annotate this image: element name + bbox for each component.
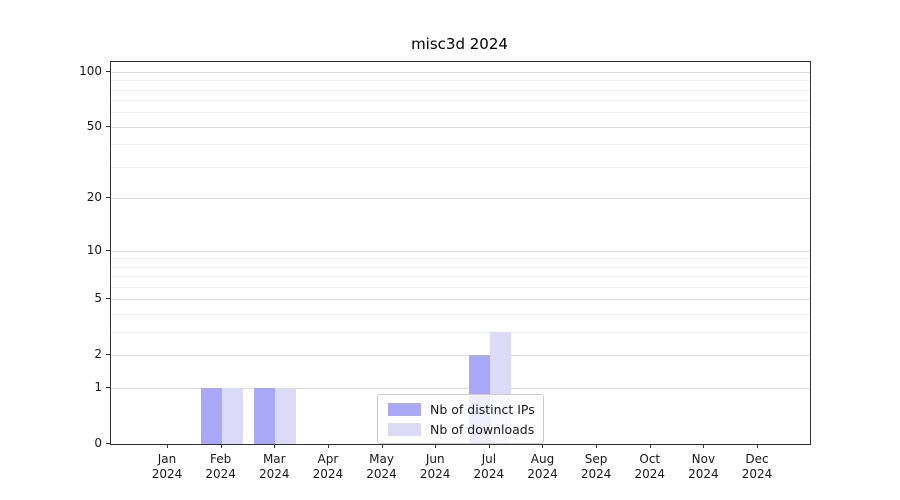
gridline-minor [111, 144, 810, 146]
gridline-minor [111, 112, 810, 114]
y-axis-tick-mark [106, 125, 110, 127]
x-axis-tick-mark [596, 444, 598, 448]
x-axis-tick-mark [167, 444, 168, 448]
legend-label-downloads: Nb of downloads [430, 421, 535, 437]
gridline-major [111, 198, 810, 200]
legend-item-downloads: Nb of downloads [378, 419, 543, 439]
legend-swatch-downloads [388, 422, 421, 436]
x-axis-tick-label-year: 2024 [312, 467, 344, 481]
x-axis-tick-label-month: Jun [425, 452, 445, 466]
x-axis-tick-label-year: 2024 [634, 467, 666, 481]
x-axis-tick-label: Jan 2024 [127, 452, 207, 482]
x-axis-tick-label-year: 2024 [688, 467, 719, 481]
x-axis-tick-label-year: 2024 [205, 467, 236, 481]
x-axis-tick-mark [703, 444, 705, 448]
x-axis-tick-label-month: Apr [317, 452, 339, 466]
x-axis-tick-label: Feb 2024 [181, 452, 261, 482]
x-axis-tick-label: Dec 2024 [717, 452, 797, 482]
x-axis-tick-label-month: Oct [639, 452, 661, 466]
x-axis-tick-mark [220, 444, 222, 448]
gridline-major [111, 355, 810, 357]
x-axis-tick-label: Nov 2024 [663, 452, 743, 482]
gridline-minor [111, 100, 810, 102]
y-axis-tick-label: 50 [86, 118, 102, 133]
x-axis-tick-label: Mar 2024 [234, 452, 314, 482]
x-axis-tick-label-year: 2024 [151, 467, 183, 481]
y-axis-tick-mark [106, 70, 110, 72]
x-axis-tick-label-year: 2024 [741, 467, 773, 481]
y-axis-tick-mark [106, 443, 110, 444]
y-axis-tick-label: 2 [94, 347, 102, 362]
x-axis-tick-label-month: Sep [584, 452, 608, 466]
x-axis-tick-label: Jul 2024 [449, 452, 529, 482]
x-axis-tick-label-year: 2024 [527, 467, 558, 481]
plot-area [110, 61, 811, 445]
y-axis-tick-label: 1 [94, 380, 102, 395]
gridline-major [111, 250, 810, 252]
x-axis-tick-mark [274, 444, 276, 448]
legend-label-distinct-ips: Nb of distinct IPs [430, 401, 535, 417]
gridline-minor [111, 276, 810, 278]
legend-item-distinct-ips: Nb of distinct IPs [378, 399, 543, 419]
gridline-minor [111, 314, 810, 316]
gridline-minor [111, 332, 810, 334]
y-axis-tick-label: 10 [86, 242, 102, 257]
x-axis-tick-label: Apr 2024 [288, 452, 368, 482]
gridline-minor [111, 166, 810, 168]
x-axis-tick-label-month: Jul [481, 452, 497, 466]
gridline-major [111, 71, 810, 73]
gridline-minor [111, 89, 810, 91]
x-axis-tick-label: Oct 2024 [610, 452, 690, 482]
x-axis-tick-label-year: 2024 [473, 467, 505, 481]
y-axis-tick-mark [106, 387, 110, 389]
gridline-major [111, 126, 810, 128]
y-axis-tick-label: 0 [94, 436, 102, 450]
x-axis-tick-label: Aug 2024 [502, 452, 582, 482]
x-axis-tick-label-year: 2024 [580, 467, 612, 481]
y-axis-tick-label: 5 [94, 291, 102, 306]
x-axis-tick-label-year: 2024 [366, 467, 397, 481]
x-axis-tick-mark [488, 444, 490, 448]
chart-title: misc3d 2024 [411, 35, 508, 53]
x-axis-tick-label-month: Jan [157, 452, 177, 466]
legend-swatch-distinct-ips [388, 402, 421, 416]
x-axis-tick-label: Jun 2024 [395, 452, 475, 482]
y-axis-tick-label: 20 [86, 190, 102, 205]
y-axis-tick-mark [106, 197, 110, 199]
x-axis-tick-label-year: 2024 [419, 467, 451, 481]
y-axis-tick-label: 100 [79, 63, 102, 78]
x-axis-tick-mark [757, 444, 759, 448]
gridline-major [111, 299, 810, 301]
legend: Nb of distinct IPs Nb of downloads [377, 394, 544, 444]
x-axis-tick-mark [327, 444, 329, 448]
x-axis-tick-mark [542, 444, 544, 448]
y-axis-tick-mark [106, 249, 110, 251]
gridline-major [111, 388, 810, 390]
gridline-minor [111, 266, 810, 268]
x-axis-tick-label-month: Feb [210, 452, 232, 466]
x-axis-tick-label-month: Mar [262, 452, 286, 466]
x-axis-tick-label-year: 2024 [258, 467, 290, 481]
bar-downloads-feb [221, 388, 243, 444]
bar-downloads-mar [275, 388, 297, 444]
x-axis-tick-label-month: Dec [745, 452, 769, 466]
x-axis-tick-label: Sep 2024 [556, 452, 636, 482]
gridline-minor [111, 258, 810, 260]
x-axis-tick-label-month: Aug [530, 452, 555, 466]
x-axis-tick-mark [435, 444, 437, 448]
gridline-minor [111, 287, 810, 289]
x-axis-tick-mark [649, 444, 651, 448]
x-axis-tick-label: May 2024 [342, 452, 422, 482]
y-axis-tick-mark [106, 354, 110, 356]
x-axis-tick-label-month: Nov [691, 452, 716, 466]
x-axis-tick-mark [381, 444, 383, 448]
bar-distinct-ips-feb [200, 388, 222, 444]
bar-distinct-ips-mar [254, 388, 276, 444]
x-axis-tick-label-month: May [369, 452, 394, 466]
gridline-minor [111, 80, 810, 82]
y-axis-tick-mark [106, 298, 110, 300]
